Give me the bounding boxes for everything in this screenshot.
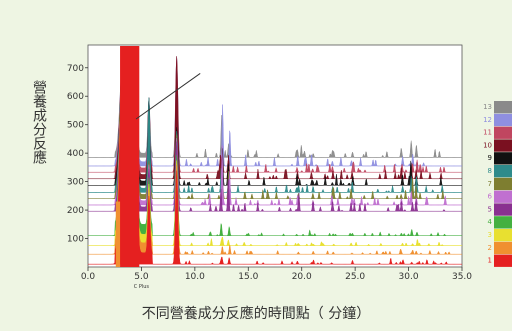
legend-number: 1 bbox=[488, 257, 492, 265]
solvent-front-orange bbox=[115, 201, 121, 267]
legend-number: 10 bbox=[483, 141, 492, 149]
x-tick-label: 35.0 bbox=[452, 272, 472, 282]
legend-number: 9 bbox=[488, 154, 492, 162]
legend-swatch-9 bbox=[494, 152, 512, 165]
y-tick-label: 100 bbox=[67, 235, 84, 245]
trace-label: 340 nm bbox=[92, 229, 107, 234]
annotation-line bbox=[135, 73, 201, 120]
legend-number: 8 bbox=[488, 167, 492, 175]
solvent-front-red bbox=[120, 46, 140, 267]
x-tick-label: 15.0 bbox=[238, 272, 258, 282]
x-tick-label: 20.0 bbox=[292, 272, 312, 282]
trace-label: 380 nm bbox=[92, 199, 107, 204]
trace-label: 280 nm bbox=[92, 258, 107, 263]
x-sublabel: C Plus bbox=[134, 284, 150, 290]
legend-swatch-7 bbox=[494, 177, 512, 191]
legend-swatch-8 bbox=[494, 165, 512, 178]
x-tick-label: 10.0 bbox=[185, 272, 205, 282]
y-axis-label: 營養成分反應 bbox=[31, 80, 47, 164]
trace-label: 440 nm bbox=[92, 186, 107, 191]
legend-swatch-10 bbox=[494, 139, 512, 152]
x-tick-label: 25.0 bbox=[345, 272, 365, 282]
legend-swatch-1 bbox=[494, 254, 512, 267]
legend-number: 12 bbox=[483, 116, 492, 124]
legend-number: 3 bbox=[488, 231, 492, 239]
legend-swatch-12 bbox=[494, 113, 512, 127]
trace-label: 560 nm bbox=[92, 151, 107, 156]
legend-number: 11 bbox=[483, 129, 492, 137]
trace-label: 320 nm bbox=[92, 239, 107, 244]
trace-label: 520 nm bbox=[92, 172, 107, 177]
legend-swatch-13 bbox=[494, 101, 512, 114]
legend-swatch-5 bbox=[494, 203, 512, 216]
legend-number: 13 bbox=[483, 103, 492, 111]
legend-number: 6 bbox=[488, 193, 493, 201]
legend-swatch-3 bbox=[494, 229, 512, 242]
y-tick-label: 500 bbox=[67, 121, 84, 131]
trace-label: 600 nm bbox=[92, 160, 107, 165]
x-tick-label: 30.0 bbox=[399, 272, 419, 282]
legend: 13 12 11 10 9 8 7 6 5 4 3 2 1 bbox=[483, 101, 512, 267]
legend-number: 7 bbox=[488, 180, 492, 188]
legend-number: 2 bbox=[488, 244, 492, 252]
y-tick-label: 300 bbox=[67, 178, 84, 188]
legend-swatch-2 bbox=[494, 241, 512, 255]
x-axis-label: 不同營養成分反應的時間點（ 分鐘） bbox=[141, 306, 371, 322]
axes: 0.0 5.0 10.0 15.0 20.0 25.0 30.0 35.0 100 200 300 4… bbox=[67, 64, 472, 290]
y-tick-label: 400 bbox=[67, 149, 84, 159]
x-tick-label: 0.0 bbox=[81, 272, 96, 282]
trace-label: 480 nm bbox=[92, 179, 107, 184]
x-tick-label: 5.0 bbox=[134, 272, 149, 282]
trace-label: 360 nm bbox=[92, 205, 107, 210]
legend-number: 4 bbox=[488, 218, 493, 226]
trace-label: 540 nm bbox=[92, 166, 107, 171]
legend-swatch-6 bbox=[494, 190, 512, 203]
trace-label: 300 nm bbox=[92, 248, 107, 253]
legend-number: 5 bbox=[488, 205, 492, 213]
y-tick-label: 700 bbox=[67, 64, 84, 74]
y-tick-label: 200 bbox=[67, 206, 84, 216]
legend-swatch-4 bbox=[494, 216, 512, 229]
y-tick-label: 600 bbox=[67, 92, 84, 102]
trace-label: 400 nm bbox=[92, 192, 107, 197]
legend-swatch-11 bbox=[494, 126, 512, 139]
